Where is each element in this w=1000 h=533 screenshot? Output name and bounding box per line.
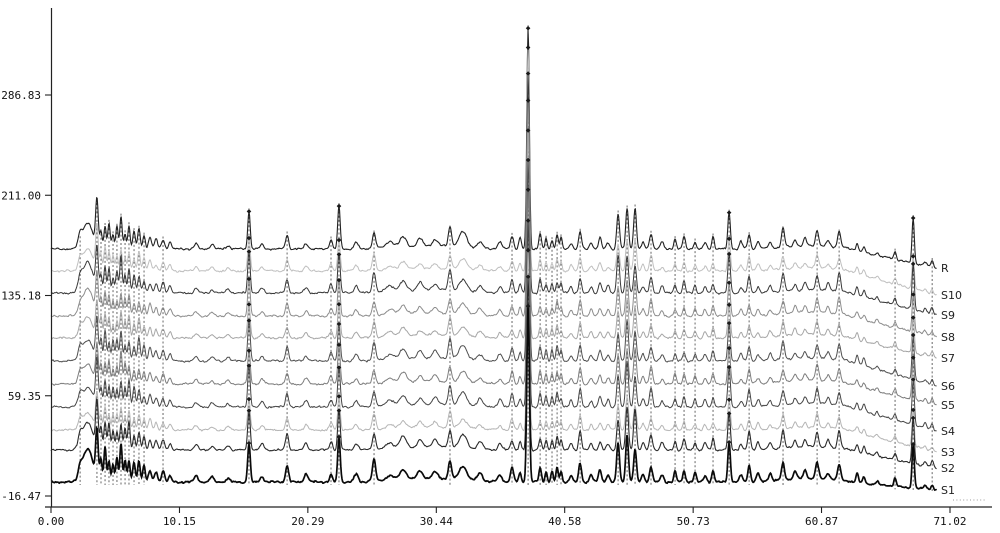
peak-marker xyxy=(336,237,342,243)
series-label-R: R xyxy=(941,262,949,275)
peak-marker xyxy=(336,342,342,348)
x-tick-label: 50.73 xyxy=(677,515,710,528)
series-label-S8: S8 xyxy=(941,331,955,344)
peak-marker xyxy=(525,303,531,309)
peak-marker xyxy=(336,365,342,370)
trace-S7 xyxy=(51,131,937,359)
y-tick-label: 135.18 xyxy=(1,290,41,303)
peak-marker xyxy=(726,345,732,351)
series-label-S2: S2 xyxy=(941,462,955,475)
series-label-S10: S10 xyxy=(941,289,962,302)
peak-marker xyxy=(910,441,916,447)
peak-marker xyxy=(336,203,342,209)
peak-marker xyxy=(910,415,916,421)
peak-marker xyxy=(726,236,732,242)
peak-marker xyxy=(726,397,732,402)
trace-S8 xyxy=(50,100,937,338)
peak-marker xyxy=(910,315,916,320)
trace-S5 xyxy=(50,190,937,406)
peak-marker xyxy=(525,247,531,253)
y-tick-label: 286.83 xyxy=(1,89,41,102)
peak-marker xyxy=(726,364,732,370)
trace-S9 xyxy=(50,73,937,316)
peak-marker xyxy=(525,274,531,280)
peak-marker xyxy=(525,218,531,223)
peak-marker xyxy=(246,348,252,353)
series-label-S7: S7 xyxy=(941,352,955,365)
peak-marker xyxy=(246,302,252,307)
peak-marker xyxy=(726,439,732,445)
peak-marker xyxy=(246,408,252,413)
peak-marker xyxy=(726,210,732,215)
peak-marker xyxy=(246,249,252,254)
series-label-S6: S6 xyxy=(941,380,955,393)
peak-marker xyxy=(336,434,342,440)
y-tick-label: -16.47 xyxy=(1,490,41,503)
x-tick-label: 30.44 xyxy=(420,515,453,528)
peak-marker xyxy=(525,157,531,163)
peak-marker xyxy=(726,280,732,286)
peak-marker xyxy=(525,187,531,192)
peak-marker xyxy=(910,377,916,382)
trace-S6 xyxy=(50,161,937,387)
series-label-S4: S4 xyxy=(941,425,955,438)
peak-marker xyxy=(336,394,342,399)
x-tick-label: 71.02 xyxy=(933,515,966,528)
y-tick-label: 59.35 xyxy=(8,390,41,403)
trace-S4 xyxy=(50,220,937,432)
peak-marker xyxy=(246,363,252,368)
trace-S10 xyxy=(50,47,937,296)
series-label-S5: S5 xyxy=(941,399,955,412)
trace-S2 xyxy=(50,276,937,470)
x-tick-label: 0.00 xyxy=(38,515,65,528)
peak-marker xyxy=(246,318,252,323)
peak-marker xyxy=(246,209,252,214)
peak-marker xyxy=(525,128,531,133)
peak-marker xyxy=(336,252,342,257)
peak-marker xyxy=(910,254,916,259)
peak-marker xyxy=(246,396,252,402)
peak-marker xyxy=(910,292,916,297)
peak-marker xyxy=(336,301,342,307)
peak-marker xyxy=(246,235,252,241)
peak-marker xyxy=(525,25,531,31)
x-tick-label: 20.29 xyxy=(291,515,324,528)
peak-marker xyxy=(525,45,531,50)
peak-marker xyxy=(910,215,916,221)
series-label-S9: S9 xyxy=(941,309,955,322)
peak-marker xyxy=(910,407,916,413)
peak-marker xyxy=(336,408,342,413)
x-tick-label: 10.15 xyxy=(163,515,196,528)
peak-marker xyxy=(246,276,252,282)
x-tick-label: 40.58 xyxy=(548,515,581,528)
peak-marker xyxy=(525,98,531,103)
trace-S3 xyxy=(50,250,937,453)
peak-marker xyxy=(726,251,732,257)
peak-marker xyxy=(336,321,342,327)
peak-marker xyxy=(726,320,732,326)
peak-marker xyxy=(726,411,732,416)
peak-marker xyxy=(726,302,732,308)
x-tick-label: 60.87 xyxy=(805,515,838,528)
peak-marker xyxy=(910,261,916,267)
series-label-S1: S1 xyxy=(941,484,955,497)
peak-marker xyxy=(525,71,531,76)
y-tick-label: 211.00 xyxy=(1,189,41,202)
peak-marker xyxy=(336,277,342,283)
trace-R xyxy=(50,28,937,269)
series-label-S3: S3 xyxy=(941,446,955,459)
peak-marker xyxy=(910,355,916,360)
peak-marker xyxy=(910,332,916,338)
peak-marker xyxy=(246,440,252,446)
trace-S1 xyxy=(50,306,938,492)
